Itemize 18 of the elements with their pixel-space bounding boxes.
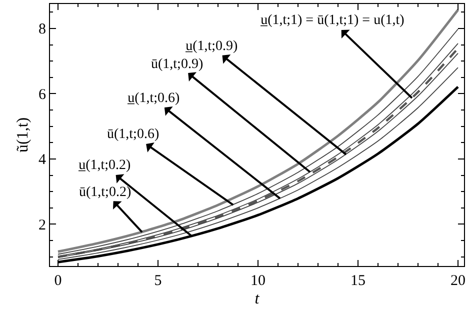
y-axis-title: ũ(1,t): [14, 117, 32, 153]
annotation: u̲(1,t;0.6): [127, 91, 180, 106]
x-tick-label: 20: [450, 273, 466, 289]
x-tick-label: 10: [250, 273, 266, 289]
x-tick-label: 15: [350, 273, 366, 289]
annotation: ū(1,t;0.2): [79, 185, 132, 200]
annotation: u̲(1,t;1) = ū(1,t;1) = u(1,t): [260, 13, 405, 28]
annotation: ū(1,t;0.9): [151, 57, 204, 72]
y-tick-label: 6: [38, 86, 46, 103]
x-tick-label: 0: [54, 273, 62, 289]
annotation: ū(1,t;0.6): [107, 127, 160, 142]
y-tick-label: 8: [38, 22, 46, 38]
annotation: u̲(1,t;0.9): [185, 39, 238, 54]
y-tick-label: 2: [38, 217, 46, 234]
y-tick-label: 4: [38, 152, 46, 168]
annotation: u̲(1,t;0.2): [78, 158, 132, 173]
x-tick-label: 5: [154, 273, 162, 289]
x-axis-title: t: [254, 290, 260, 308]
